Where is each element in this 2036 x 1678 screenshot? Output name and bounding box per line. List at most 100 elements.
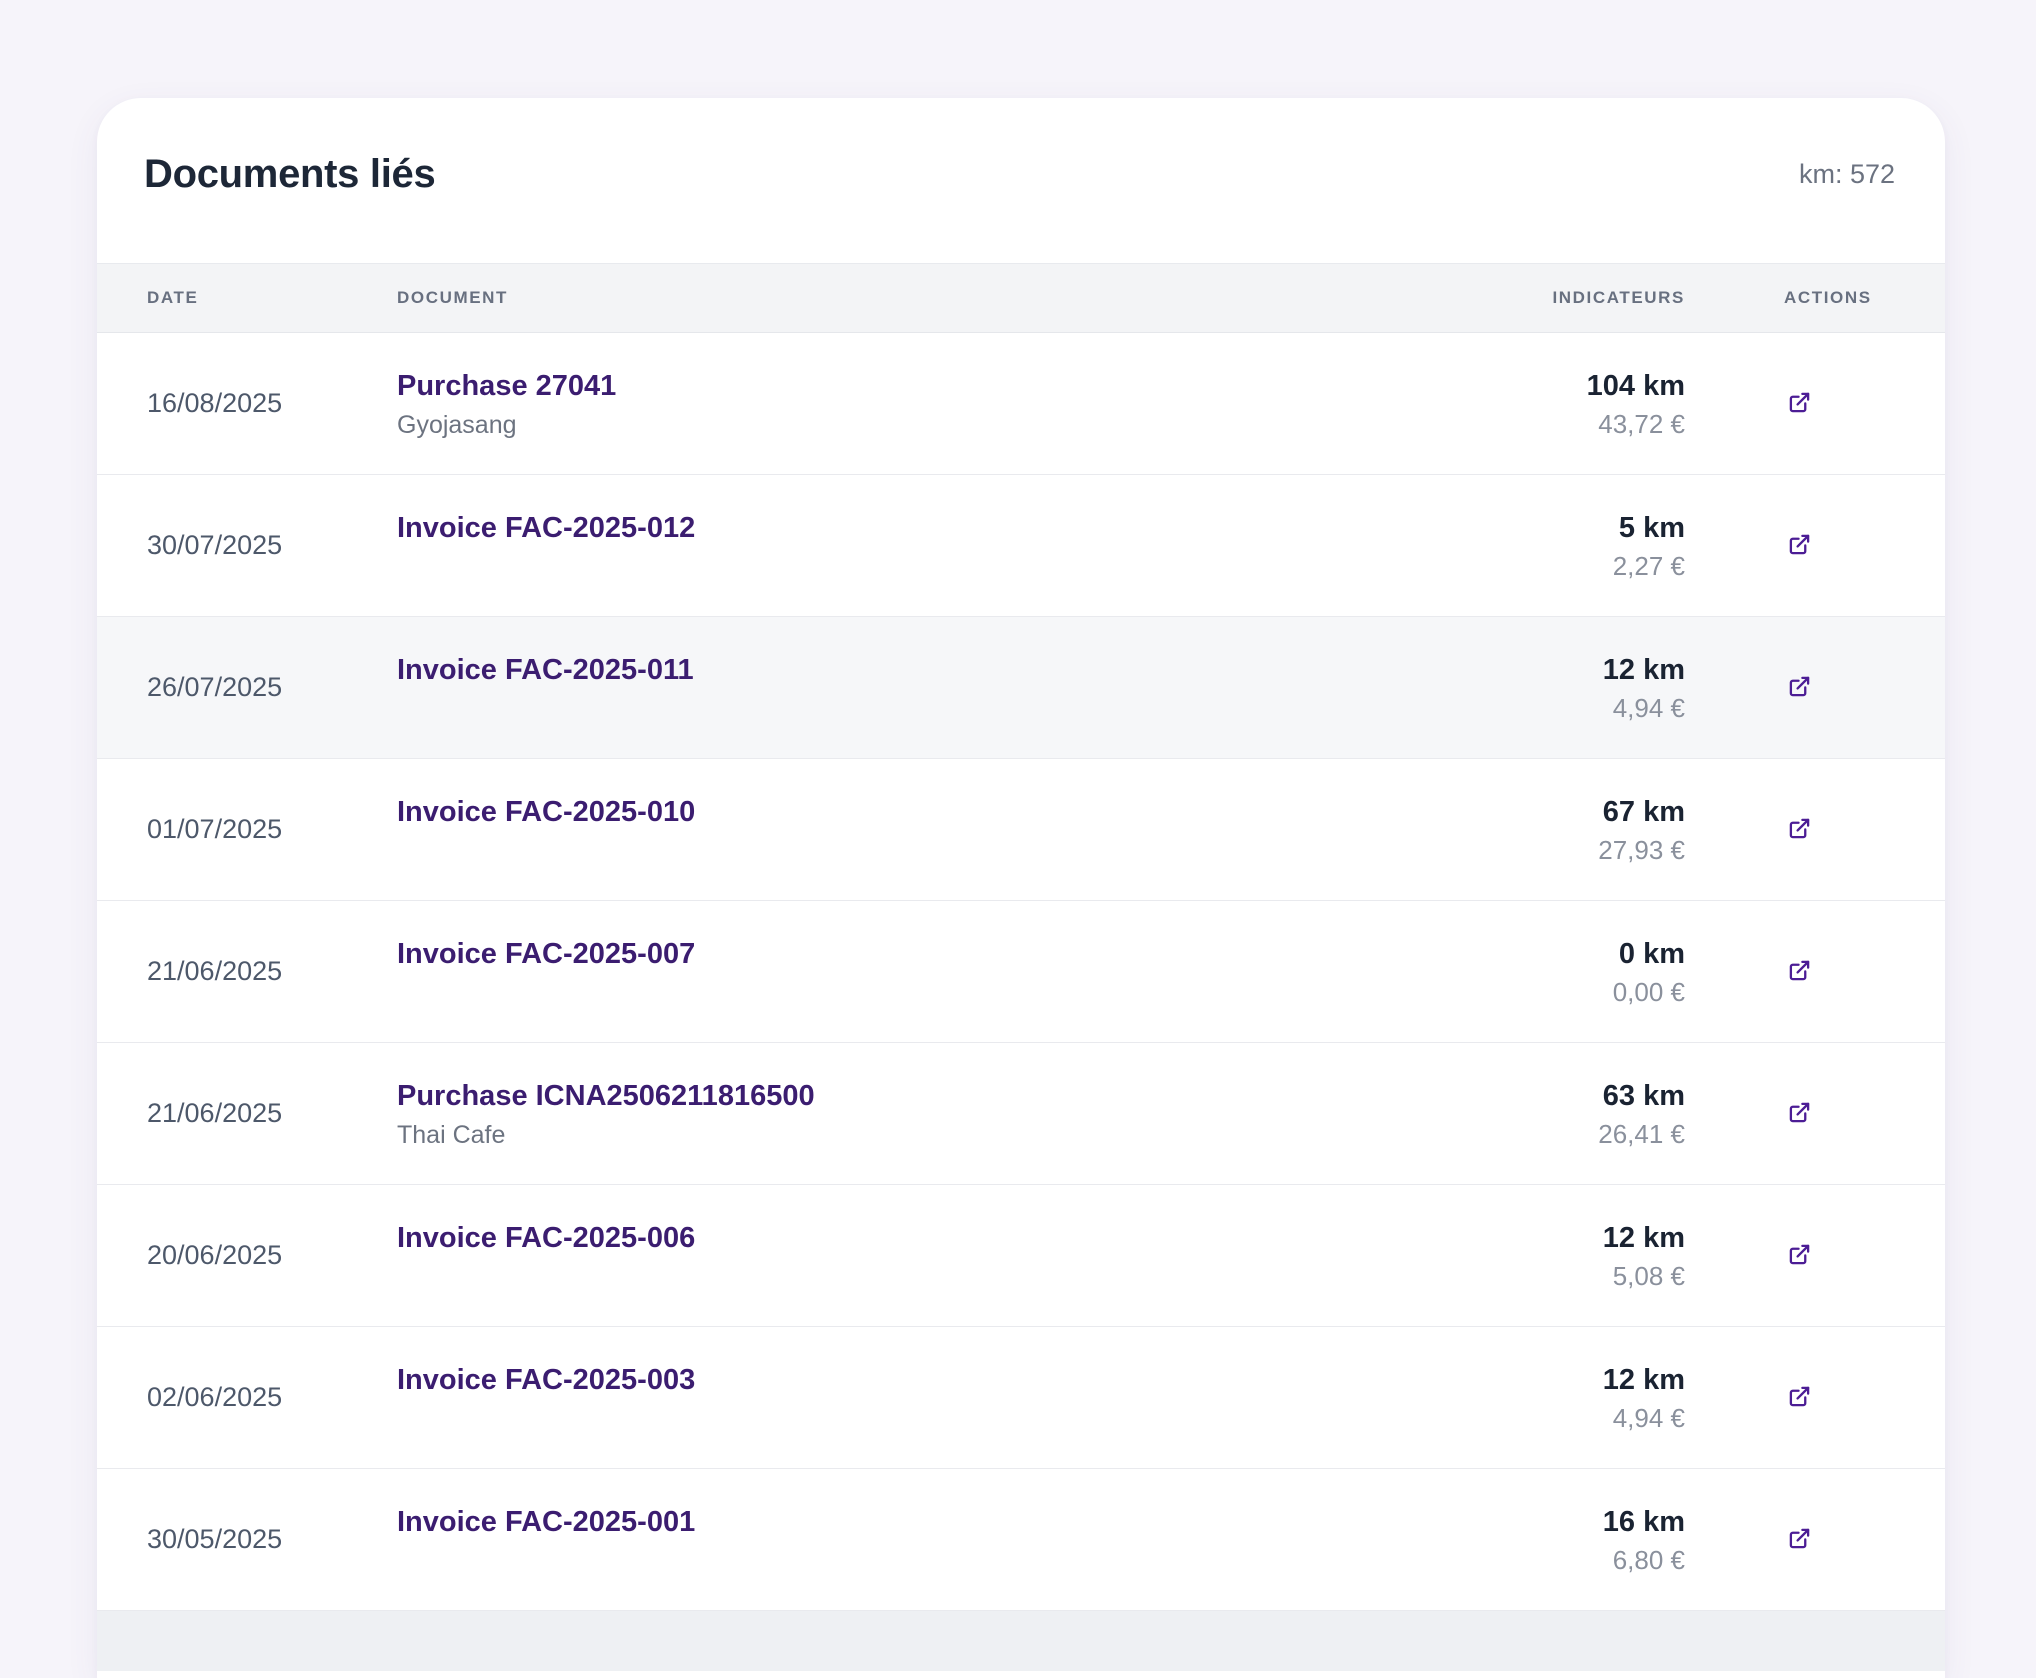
amount-value: 4,94 € <box>1612 692 1685 723</box>
column-header-actions: Actions <box>1784 288 1872 307</box>
open-document-button[interactable] <box>1784 1098 1814 1128</box>
open-document-button[interactable] <box>1784 530 1814 560</box>
external-link-icon <box>1789 1244 1809 1265</box>
document-date: 01/07/2025 <box>147 814 283 844</box>
amount-value: 5,08 € <box>1612 1260 1685 1291</box>
document-merchant <box>397 1259 1395 1295</box>
amount-value: 43,72 € <box>1598 408 1685 439</box>
linked-documents-panel: Documents liés km: 572 Date Document Ind… <box>97 98 1945 1678</box>
table-row[interactable]: 01/07/2025 Invoice FAC-2025-010 67 km 27… <box>97 759 1945 901</box>
document-merchant <box>397 1401 1395 1437</box>
document-date: 30/05/2025 <box>147 1524 283 1554</box>
open-document-button[interactable] <box>1784 956 1814 986</box>
document-link[interactable]: Invoice FAC-2025-010 <box>397 795 696 828</box>
indicators-cell: 0 km 0,00 € <box>1395 934 1685 1010</box>
amount-value: 2,27 € <box>1612 550 1685 581</box>
indicators-cell: 12 km 5,08 € <box>1395 1218 1685 1294</box>
distance-value: 12 km <box>1602 1363 1685 1396</box>
indicators-cell: 104 km 43,72 € <box>1395 366 1685 442</box>
document-date: 02/06/2025 <box>147 1382 283 1412</box>
open-document-button[interactable] <box>1784 672 1814 702</box>
amount-value: 6,80 € <box>1612 1544 1685 1575</box>
actions-cell <box>1685 1524 1895 1556</box>
distance-value: 104 km <box>1586 369 1685 402</box>
open-document-button[interactable] <box>1784 1524 1814 1554</box>
table-row[interactable]: 21/06/2025 Invoice FAC-2025-007 0 km 0,0… <box>97 901 1945 1043</box>
document-cell: Invoice FAC-2025-006 <box>397 1217 1395 1295</box>
table-body: 16/08/2025 Purchase 27041 Gyojasang 104 … <box>97 333 1945 1611</box>
column-header-document: Document <box>397 288 509 307</box>
document-date: 20/06/2025 <box>147 1240 283 1270</box>
document-cell: Invoice FAC-2025-011 <box>397 649 1395 727</box>
table-row[interactable]: 16/08/2025 Purchase 27041 Gyojasang 104 … <box>97 333 1945 475</box>
document-link[interactable]: Invoice FAC-2025-001 <box>397 1505 696 1538</box>
document-date: 16/08/2025 <box>147 388 283 418</box>
actions-cell <box>1685 672 1895 704</box>
indicators-cell: 12 km 4,94 € <box>1395 1360 1685 1436</box>
external-link-icon <box>1789 534 1809 555</box>
actions-cell <box>1685 814 1895 846</box>
table-row[interactable]: 30/07/2025 Invoice FAC-2025-012 5 km 2,2… <box>97 475 1945 617</box>
document-link[interactable]: Purchase 27041 <box>397 369 617 402</box>
document-link[interactable]: Invoice FAC-2025-003 <box>397 1363 696 1396</box>
document-cell: Invoice FAC-2025-012 <box>397 507 1395 585</box>
distance-value: 0 km <box>1618 937 1685 970</box>
distance-value: 67 km <box>1602 795 1685 828</box>
amount-value: 26,41 € <box>1598 1118 1685 1149</box>
document-cell: Invoice FAC-2025-010 <box>397 791 1395 869</box>
distance-value: 12 km <box>1602 1221 1685 1254</box>
document-link[interactable]: Invoice FAC-2025-006 <box>397 1221 696 1254</box>
open-document-button[interactable] <box>1784 1382 1814 1412</box>
distance-value: 16 km <box>1602 1505 1685 1538</box>
table-footer-strip <box>97 1611 1945 1671</box>
document-cell: Invoice FAC-2025-007 <box>397 933 1395 1011</box>
indicators-cell: 63 km 26,41 € <box>1395 1076 1685 1152</box>
document-link[interactable]: Invoice FAC-2025-012 <box>397 511 696 544</box>
document-merchant <box>397 833 1395 869</box>
table-row[interactable]: 21/06/2025 Purchase ICNA2506211816500 Th… <box>97 1043 1945 1185</box>
open-document-button[interactable] <box>1784 1240 1814 1270</box>
column-header-indicators: Indicateurs <box>1552 288 1685 307</box>
document-merchant <box>397 549 1395 585</box>
indicators-cell: 5 km 2,27 € <box>1395 508 1685 584</box>
document-cell: Purchase 27041 Gyojasang <box>397 365 1395 443</box>
document-cell: Invoice FAC-2025-003 <box>397 1359 1395 1437</box>
external-link-icon <box>1789 1102 1809 1123</box>
page-title: Documents liés <box>144 152 436 196</box>
amount-value: 0,00 € <box>1612 976 1685 1007</box>
indicators-cell: 12 km 4,94 € <box>1395 650 1685 726</box>
actions-cell <box>1685 1382 1895 1414</box>
amount-value: 4,94 € <box>1612 1402 1685 1433</box>
document-merchant <box>397 975 1395 1011</box>
actions-cell <box>1685 530 1895 562</box>
external-link-icon <box>1789 392 1809 413</box>
document-merchant <box>397 691 1395 727</box>
actions-cell <box>1685 956 1895 988</box>
table-row[interactable]: 20/06/2025 Invoice FAC-2025-006 12 km 5,… <box>97 1185 1945 1327</box>
distance-value: 5 km <box>1618 511 1685 544</box>
document-date: 21/06/2025 <box>147 1098 283 1128</box>
external-link-icon <box>1789 960 1809 981</box>
document-cell: Invoice FAC-2025-001 <box>397 1501 1395 1579</box>
external-link-icon <box>1789 818 1809 839</box>
external-link-icon <box>1789 676 1809 697</box>
open-document-button[interactable] <box>1784 814 1814 844</box>
actions-cell <box>1685 1240 1895 1272</box>
open-document-button[interactable] <box>1784 388 1814 418</box>
column-header-date: Date <box>147 288 199 307</box>
actions-cell <box>1685 388 1895 420</box>
document-link[interactable]: Purchase ICNA2506211816500 <box>397 1079 815 1112</box>
table-row[interactable]: 30/05/2025 Invoice FAC-2025-001 16 km 6,… <box>97 1469 1945 1611</box>
indicators-cell: 16 km 6,80 € <box>1395 1502 1685 1578</box>
table-row[interactable]: 02/06/2025 Invoice FAC-2025-003 12 km 4,… <box>97 1327 1945 1469</box>
table-header-row: Date Document Indicateurs Actions <box>97 263 1945 333</box>
document-link[interactable]: Invoice FAC-2025-007 <box>397 937 696 970</box>
document-merchant: Thai Cafe <box>397 1120 506 1149</box>
actions-cell <box>1685 1098 1895 1130</box>
document-link[interactable]: Invoice FAC-2025-011 <box>397 653 694 686</box>
table-row[interactable]: 26/07/2025 Invoice FAC-2025-011 12 km 4,… <box>97 617 1945 759</box>
external-link-icon <box>1789 1386 1809 1407</box>
document-date: 21/06/2025 <box>147 956 283 986</box>
distance-value: 12 km <box>1602 653 1685 686</box>
document-merchant: Gyojasang <box>397 410 517 439</box>
